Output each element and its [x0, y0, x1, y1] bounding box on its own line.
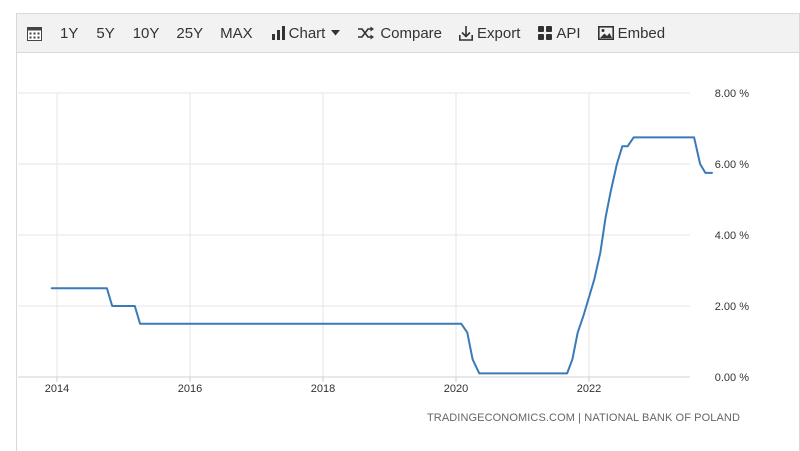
y-tick-label: 2.00 %: [715, 301, 749, 313]
grid-icon: [538, 26, 553, 40]
x-tick-label: 2022: [577, 383, 601, 395]
embed-label: Embed: [617, 24, 666, 42]
calendar-button[interactable]: [27, 26, 42, 41]
x-tick-label: 2014: [45, 383, 69, 395]
y-tick-label: 4.00 %: [715, 230, 749, 242]
chart-type-label: Chart: [288, 24, 326, 42]
calendar-icon: [27, 26, 42, 41]
compare-label: Compare: [380, 24, 443, 42]
range-10y-label: 10Y: [132, 24, 160, 42]
chart-panel: [16, 13, 800, 451]
range-25y-label: 25Y: [176, 24, 204, 42]
range-5y-label: 5Y: [96, 24, 115, 42]
grid-layer: [18, 92, 690, 378]
api-label: API: [556, 24, 581, 42]
range-max-button[interactable]: MAX: [220, 25, 253, 42]
x-tick-label: 2018: [311, 383, 335, 395]
embed-button[interactable]: Embed: [597, 24, 666, 42]
caret-down-icon: [331, 30, 341, 36]
x-tick-label: 2016: [178, 383, 202, 395]
y-tick-label: 0.00 %: [715, 372, 749, 384]
range-1y-label: 1Y: [60, 24, 79, 42]
export-label: Export: [477, 24, 521, 42]
series-line: [50, 136, 713, 375]
axis-layer: 0.00 % 2.00 % 4.00 % 6.00 % 8.00 % 2014 2016 20…: [18, 88, 749, 395]
range-5y-button[interactable]: 5Y: [96, 25, 114, 42]
y-tick-label: 8.00 %: [715, 88, 749, 100]
image-icon: [597, 26, 614, 40]
chart-toolbar: 1Y 5Y 10Y 25Y MAX Chart: [16, 13, 800, 53]
y-tick-label: 6.00 %: [715, 159, 749, 171]
chart-type-dropdown[interactable]: Chart: [271, 24, 341, 42]
export-button[interactable]: Export: [459, 25, 520, 42]
download-icon: [459, 25, 474, 41]
bar-chart-icon: [271, 26, 285, 40]
api-button[interactable]: API: [538, 24, 581, 42]
range-1y-button[interactable]: 1Y: [60, 25, 78, 42]
x-tick-label: 2020: [444, 383, 468, 395]
range-max-label: MAX: [220, 24, 253, 42]
shuffle-icon: [358, 26, 375, 40]
compare-button[interactable]: Compare: [358, 25, 442, 42]
source-text: TRADINGECONOMICS.COM | NATIONAL BANK OF …: [427, 412, 740, 424]
range-10y-button[interactable]: 10Y: [133, 25, 160, 42]
range-25y-button[interactable]: 25Y: [176, 25, 203, 42]
series-layer: [50, 136, 713, 375]
